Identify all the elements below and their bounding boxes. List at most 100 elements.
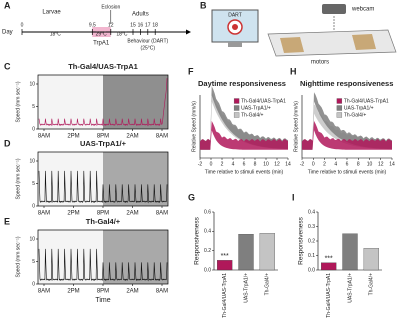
y-tick-label: 0.2 <box>204 248 211 254</box>
x-tick-label: 12 <box>378 161 384 167</box>
category-label: UAS-TrpA1/+ <box>347 273 353 303</box>
panel-label: E <box>4 216 10 226</box>
tick-label: 15 <box>130 22 136 28</box>
speed-trace <box>38 248 168 282</box>
category-label: Th-Gal4/+ <box>369 273 375 295</box>
category-label: Th-Gal4/UAS-TrpA1 <box>222 273 228 318</box>
response-band <box>302 120 392 150</box>
bar <box>259 233 275 271</box>
bar <box>363 248 379 271</box>
x-tick-label: 2AM <box>126 134 138 140</box>
x-tick-label: 2 <box>323 161 326 167</box>
x-tick-label: 10 <box>263 161 269 167</box>
panel-title: Nighttime responsiveness <box>300 79 393 88</box>
motors-label: motors <box>311 60 329 66</box>
legend-label: UAS-TrpA1/+ <box>344 105 374 111</box>
bar <box>238 234 254 271</box>
legend-label: Th-Gal4/UAS-TrpA1 <box>241 98 286 104</box>
panel-label: B <box>200 0 207 10</box>
x-tick-label: 6 <box>243 161 246 167</box>
bar <box>217 260 233 271</box>
tray <box>280 37 304 53</box>
x-axis-label: Time relative to stimuli events (min) <box>205 169 284 175</box>
stage-label: Eclosion <box>101 4 120 10</box>
x-tick-label: 8PM <box>97 289 109 295</box>
light-phase <box>38 75 103 129</box>
legend-label: Th-Gal4/+ <box>344 112 366 118</box>
axis-label: Day <box>2 30 13 36</box>
legend-swatch <box>233 105 240 111</box>
bar <box>321 262 337 271</box>
x-tick-label: 6 <box>346 161 349 167</box>
y-axis-label: Responsiveness <box>298 216 305 264</box>
stage-label: Larvae <box>42 10 61 16</box>
category-label: UAS-TrpA1/+ <box>243 273 249 303</box>
x-tick-label: 8AM <box>38 211 50 217</box>
behaviour-temp: (25°C) <box>141 45 156 51</box>
timeline-arrow <box>186 29 191 35</box>
legend-label: UAS-TrpA1/+ <box>241 105 271 111</box>
screen-label: DART <box>228 12 242 18</box>
x-tick-label: 8 <box>357 161 360 167</box>
temp-label: 18°C <box>116 31 128 37</box>
y-tick-label: 0.1 <box>308 253 315 259</box>
legend-label: Th-Gal4/+ <box>241 112 263 118</box>
panel-title: Th-Gal4/UAS-TrpA1 <box>68 62 138 71</box>
panel-label: F <box>188 66 194 76</box>
x-axis-label: Time relative to stimuli events (min) <box>308 169 387 175</box>
x-tick-label: 2AM <box>126 211 138 217</box>
y-tick-label: 10 <box>29 81 35 87</box>
y-tick-label: 0.0 <box>308 267 315 273</box>
x-axis-label: Time <box>95 297 110 304</box>
speed-trace <box>38 170 168 204</box>
x-tick-label: -2 <box>300 161 305 167</box>
y-tick-label: 10 <box>29 236 35 242</box>
x-tick-label: 0 <box>210 161 213 167</box>
legend-swatch <box>336 112 343 118</box>
legend-label: Th-Gal4/UAS-TrpA1 <box>344 98 389 104</box>
tick-label: 0 <box>21 22 24 28</box>
webcam-label: webcam <box>351 7 374 13</box>
x-tick-label: 4 <box>334 161 337 167</box>
y-tick-label: 10 <box>29 158 35 164</box>
y-axis-label: Speed (mm sec⁻¹) <box>15 158 21 199</box>
y-tick-label: 5 <box>32 181 35 187</box>
bar <box>342 233 358 271</box>
tick-label: 12 <box>108 22 114 28</box>
monitor-stand <box>228 42 242 47</box>
temp-label: 18°C <box>50 31 62 37</box>
x-tick-label: 2AM <box>126 289 138 295</box>
dark-phase <box>103 75 168 129</box>
legend-swatch <box>336 105 343 111</box>
y-tick-label: 5 <box>32 259 35 265</box>
y-tick-label: 5 <box>32 104 35 110</box>
significance: *** <box>325 256 333 263</box>
y-axis-label: Responsiveness <box>194 216 201 264</box>
panel-title: UAS-TrpA1/+ <box>80 139 127 148</box>
x-tick-label: 2 <box>221 161 224 167</box>
x-tick-label: 14 <box>389 161 395 167</box>
legend-swatch <box>233 98 240 104</box>
panel-label: D <box>4 138 11 148</box>
speed-trace <box>38 78 168 127</box>
y-tick-label: 0.0 <box>204 267 211 273</box>
panel-title: Daytime responsiveness <box>198 79 286 88</box>
response-band <box>200 120 288 150</box>
y-axis-label: Speed (mm sec⁻¹) <box>15 236 21 277</box>
y-axis-label: Relative Speed (mm/s) <box>191 101 197 152</box>
y-axis-label: Speed (mm sec⁻¹) <box>15 81 21 122</box>
x-tick-label: 14 <box>285 161 291 167</box>
panel-label: G <box>188 192 195 202</box>
panel-title: Th-Gal4/+ <box>86 217 121 226</box>
significance: *** <box>221 253 229 260</box>
temp-label: 29°C <box>96 31 108 37</box>
x-tick-label: 8PM <box>97 211 109 217</box>
stage-label: Adults <box>132 12 149 18</box>
x-tick-label: 2PM <box>67 134 79 140</box>
x-tick-label: 8AM <box>156 289 168 295</box>
x-tick-label: 8PM <box>97 134 109 140</box>
behaviour-label: Behaviour (DART) <box>127 38 168 44</box>
panel-label: I <box>292 192 295 202</box>
x-tick-label: 8AM <box>38 134 50 140</box>
